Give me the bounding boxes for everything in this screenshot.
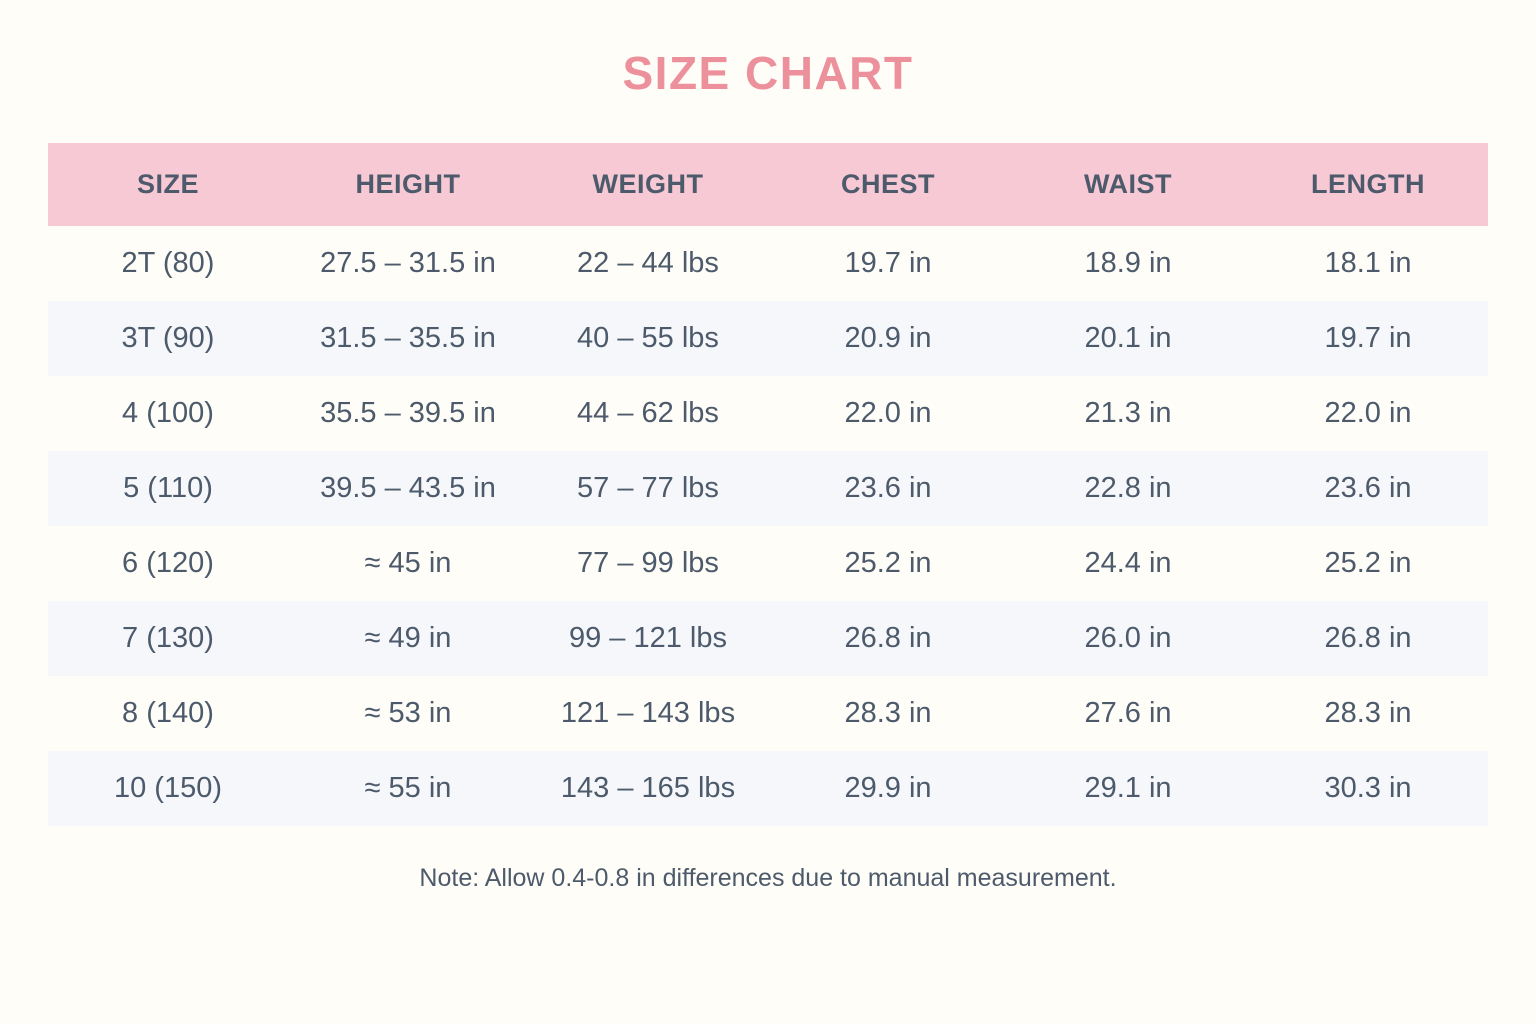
waist-cell: 29.1 in <box>1084 772 1172 804</box>
measurement-note: Note: Allow 0.4-0.8 in differences due t… <box>419 864 1117 892</box>
size-cell: 10 (150) <box>113 772 222 804</box>
table-row: 7 (130) ≈ 49 in 99 – 121 lbs 26.8 in 26.… <box>48 601 1488 676</box>
chest-cell: 25.2 in <box>844 547 932 579</box>
waist-cell: 26.0 in <box>1084 622 1172 654</box>
weight-cell: 99 – 121 lbs <box>568 622 727 654</box>
height-cell: 31.5 – 35.5 in <box>320 322 496 354</box>
height-cell: 27.5 – 31.5 in <box>320 247 496 279</box>
weight-cell: 77 – 99 lbs <box>577 547 719 579</box>
size-cell: 5 (110) <box>123 472 213 504</box>
size-cell: 3T (90) <box>121 322 215 354</box>
weight-cell: 57 – 77 lbs <box>577 472 719 504</box>
table-header-row: SIZE HEIGHT WEIGHT CHEST WAIST LENGTH <box>48 143 1488 226</box>
size-table: SIZE HEIGHT WEIGHT CHEST WAIST LENGTH 2T… <box>48 143 1488 826</box>
length-cell: 22.0 in <box>1324 397 1412 429</box>
waist-cell: 27.6 in <box>1084 697 1172 729</box>
size-cell: 4 (100) <box>122 397 214 429</box>
waist-cell: 20.1 in <box>1084 322 1172 354</box>
waist-cell: 21.3 in <box>1084 397 1172 429</box>
chest-cell: 26.8 in <box>844 622 932 654</box>
table-row: 3T (90) 31.5 – 35.5 in 40 – 55 lbs 20.9 … <box>48 301 1488 376</box>
length-cell: 28.3 in <box>1324 697 1412 729</box>
table-row: 5 (110) 39.5 – 43.5 in 57 – 77 lbs 23.6 … <box>48 451 1488 526</box>
weight-cell: 22 – 44 lbs <box>577 247 719 279</box>
size-cell: 7 (130) <box>122 622 214 654</box>
column-header-height: HEIGHT <box>355 169 461 199</box>
length-cell: 25.2 in <box>1324 547 1412 579</box>
height-cell: 39.5 – 43.5 in <box>320 472 496 504</box>
chest-cell: 22.0 in <box>844 397 932 429</box>
height-cell: ≈ 45 in <box>364 547 452 579</box>
size-chart-page: SIZE CHART SIZE HEIGHT WEIGHT CHEST WAIS… <box>48 47 1488 892</box>
height-cell: 35.5 – 39.5 in <box>320 397 496 429</box>
table-row: 6 (120) ≈ 45 in 77 – 99 lbs 25.2 in 24.4… <box>48 526 1488 601</box>
column-header-size: SIZE <box>136 169 199 199</box>
column-header-waist: WAIST <box>1084 169 1172 199</box>
waist-cell: 22.8 in <box>1084 472 1172 504</box>
size-cell: 2T (80) <box>121 247 215 279</box>
chest-cell: 20.9 in <box>844 322 932 354</box>
height-cell: ≈ 53 in <box>364 697 452 729</box>
weight-cell: 40 – 55 lbs <box>577 322 719 354</box>
chest-cell: 23.6 in <box>844 472 932 504</box>
column-header-weight: WEIGHT <box>592 169 704 199</box>
chest-cell: 29.9 in <box>844 772 932 804</box>
size-cell: 8 (140) <box>122 697 214 729</box>
column-header-length: LENGTH <box>1311 169 1425 199</box>
length-cell: 18.1 in <box>1324 247 1412 279</box>
column-header-chest: CHEST <box>840 169 935 199</box>
table-row: 4 (100) 35.5 – 39.5 in 44 – 62 lbs 22.0 … <box>48 376 1488 451</box>
table-row: 2T (80) 27.5 – 31.5 in 22 – 44 lbs 19.7 … <box>48 226 1488 301</box>
length-cell: 23.6 in <box>1324 472 1412 504</box>
length-cell: 26.8 in <box>1324 622 1412 654</box>
waist-cell: 18.9 in <box>1084 247 1172 279</box>
waist-cell: 24.4 in <box>1084 547 1172 579</box>
table-row: 8 (140) ≈ 53 in 121 – 143 lbs 28.3 in 27… <box>48 676 1488 751</box>
table-row: 10 (150) ≈ 55 in 143 – 165 lbs 29.9 in 2… <box>48 751 1488 826</box>
weight-cell: 143 – 165 lbs <box>560 772 736 804</box>
chest-cell: 19.7 in <box>844 247 932 279</box>
length-cell: 19.7 in <box>1324 322 1412 354</box>
page-title: SIZE CHART <box>622 47 914 99</box>
height-cell: ≈ 55 in <box>364 772 452 804</box>
weight-cell: 121 – 143 lbs <box>560 697 736 729</box>
chest-cell: 28.3 in <box>844 697 932 729</box>
size-cell: 6 (120) <box>122 547 214 579</box>
length-cell: 30.3 in <box>1324 772 1412 804</box>
height-cell: ≈ 49 in <box>364 622 452 654</box>
weight-cell: 44 – 62 lbs <box>577 397 719 429</box>
